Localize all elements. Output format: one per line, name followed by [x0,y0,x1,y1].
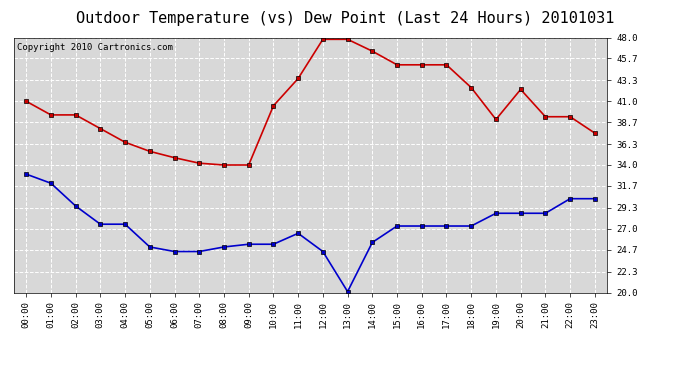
Text: Copyright 2010 Cartronics.com: Copyright 2010 Cartronics.com [17,43,172,52]
Text: Outdoor Temperature (vs) Dew Point (Last 24 Hours) 20101031: Outdoor Temperature (vs) Dew Point (Last… [76,11,614,26]
